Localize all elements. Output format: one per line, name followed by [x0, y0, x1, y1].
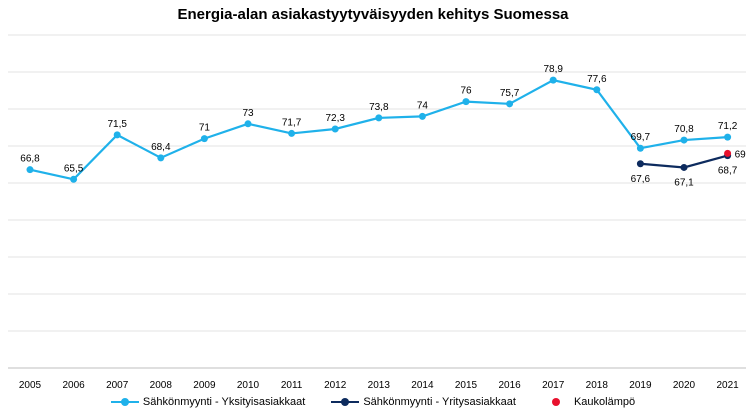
x-tick-label: 2005	[19, 380, 42, 391]
x-tick-label: 2015	[455, 380, 478, 391]
data-label: 77,6	[587, 74, 607, 85]
x-tick-label: 2007	[106, 380, 129, 391]
data-point	[506, 100, 514, 108]
legend-swatch-yksityisasiakkaat	[110, 397, 139, 407]
data-label: 65,5	[64, 163, 84, 174]
data-label: 71,7	[282, 117, 302, 128]
x-tick-label: 2019	[629, 380, 652, 391]
data-point	[375, 114, 383, 122]
data-point	[157, 154, 165, 162]
data-point	[200, 135, 208, 143]
data-point	[288, 129, 296, 137]
legend-label-yksityisasiakkaat: Sähkönmyynti - Yksityisasiakkaat	[142, 396, 306, 408]
legend-label-kaukolampo: Kaukolämpö	[573, 396, 636, 408]
data-label: 67,1	[674, 177, 694, 188]
data-label: 68,4	[151, 142, 171, 153]
data-point	[26, 166, 34, 174]
data-point	[549, 76, 557, 84]
data-point	[244, 120, 252, 128]
chart-title: Energia-alan asiakastyytyväisyyden kehit…	[177, 6, 569, 23]
data-point	[113, 131, 121, 139]
legend-label-yritysasiakkaat: Sähkönmyynti - Yritysasiakkaat	[363, 396, 516, 408]
x-tick-label: 2017	[542, 380, 565, 391]
data-point	[636, 144, 644, 152]
x-tick-label: 2016	[498, 380, 521, 391]
data-label: 75,7	[500, 88, 520, 99]
data-point	[724, 133, 732, 141]
legend-item-yritysasiakkaat: Sähkönmyynti - Yritysasiakkaat	[331, 396, 516, 408]
data-label: 67,6	[631, 174, 651, 185]
data-label: 66,8	[20, 154, 40, 165]
x-tick-label: 2011	[281, 380, 303, 391]
x-tick-label: 2014	[411, 380, 434, 391]
x-axis: 2005 2006 2007 2008 2009 2010 2011 2012 2013 2014…	[19, 380, 739, 391]
data-point	[418, 112, 426, 120]
data-label: 71	[199, 123, 211, 134]
data-labels: 66,8 65,5 71,5 68,4 71 73 71,7 72,3 73,8 74 76 75,7…	[20, 64, 746, 188]
data-label: 74	[417, 100, 429, 111]
data-label: 71,2	[718, 121, 738, 132]
data-label: 69,7	[631, 132, 651, 143]
data-label: 73,8	[369, 102, 389, 113]
legend-swatch-kaukolampo	[542, 397, 570, 407]
data-point	[593, 86, 601, 94]
legend: Sähkönmyynti - Yksityisasiakkaat Sähkönm…	[0, 396, 746, 408]
data-label: 69	[735, 149, 746, 160]
x-tick-label: 2006	[62, 380, 85, 391]
data-point	[331, 125, 339, 133]
data-label: 73	[242, 108, 254, 119]
data-point	[724, 149, 732, 157]
x-tick-label: 2008	[150, 380, 173, 391]
gridlines	[8, 34, 746, 369]
x-tick-label: 2018	[586, 380, 609, 391]
data-label: 68,7	[718, 166, 738, 177]
data-label: 71,5	[107, 119, 127, 130]
data-label: 78,9	[543, 64, 563, 75]
data-point	[70, 175, 78, 183]
data-point	[680, 163, 688, 171]
data-label: 70,8	[674, 124, 694, 135]
legend-item-yksityisasiakkaat: Sähkönmyynti - Yksityisasiakkaat	[110, 396, 306, 408]
x-tick-label: 2012	[324, 380, 347, 391]
x-tick-label: 2009	[193, 380, 216, 391]
data-point	[680, 136, 688, 144]
series-points	[26, 76, 732, 183]
legend-swatch-yritysasiakkaat	[331, 397, 360, 407]
x-tick-label: 2020	[673, 380, 696, 391]
x-tick-label: 2013	[368, 380, 391, 391]
legend-item-kaukolampo: Kaukolämpö	[542, 396, 635, 408]
x-tick-label: 2010	[237, 380, 260, 391]
series-line	[29, 78, 728, 181]
data-label: 76	[460, 86, 472, 97]
data-point	[636, 160, 644, 168]
x-tick-label: 2021	[716, 380, 739, 391]
data-point	[462, 98, 470, 106]
data-label: 72,3	[325, 113, 345, 124]
series-lines	[29, 78, 728, 181]
